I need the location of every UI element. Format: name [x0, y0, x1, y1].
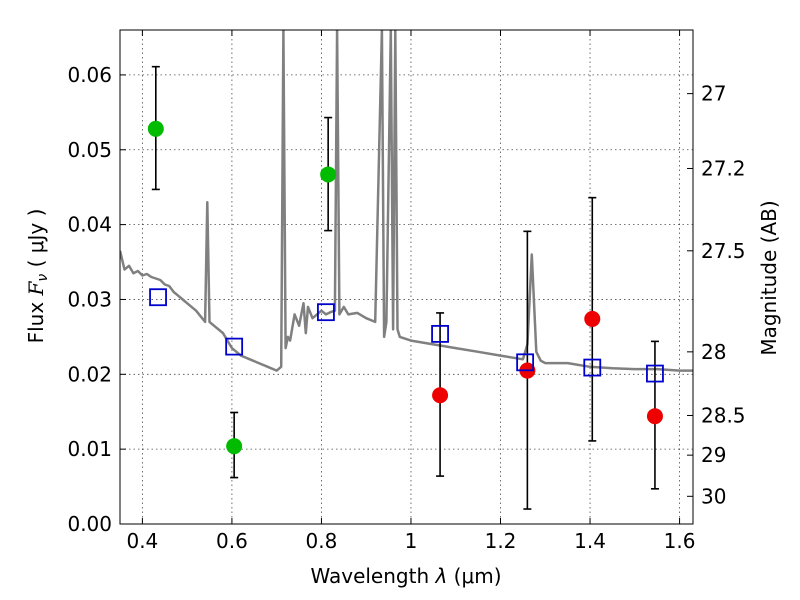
- grid: [120, 30, 693, 525]
- y2-tick-label: 27.5: [701, 239, 746, 263]
- y2-tick-label: 28: [701, 340, 726, 364]
- model-point: [583, 358, 602, 377]
- y2-tick-label: 27.2: [701, 156, 746, 180]
- model-point: [149, 288, 167, 307]
- data-point: [147, 120, 164, 137]
- x-tick-label: 1.2: [485, 529, 517, 553]
- y2-tick-label: 27: [701, 82, 726, 106]
- data-point: [226, 438, 243, 455]
- y-tick-label: 0.00: [67, 512, 112, 536]
- data-point: [646, 408, 663, 425]
- model-point: [646, 364, 664, 383]
- x-axis-label: Wavelength λ (μm): [310, 564, 501, 588]
- x-tick-label: 0.8: [306, 529, 338, 553]
- y2-axis-label: Magnitude (AB): [757, 200, 781, 355]
- x-tick-label: 1: [405, 529, 418, 553]
- x-tick-label: 0.4: [126, 529, 158, 553]
- data-point: [320, 166, 337, 183]
- y-tick-label: 0.06: [67, 63, 112, 87]
- data-point: [584, 310, 601, 327]
- model-point: [431, 324, 449, 343]
- y-tick-label: 0.02: [67, 362, 112, 386]
- model-point: [317, 303, 335, 322]
- model-spectrum-line: [120, 30, 693, 372]
- y2-tick-label: 30: [701, 484, 726, 508]
- plot-frame: [119, 29, 694, 525]
- x-tick-label: 1.6: [664, 529, 696, 553]
- y-axis-label: Flux Fν ( μJy ): [24, 209, 51, 344]
- y-tick-label: 0.01: [67, 437, 112, 461]
- x-tick-label: 0.6: [216, 529, 248, 553]
- y2-tick-label: 29: [701, 443, 726, 467]
- y2-tick-label: 28.5: [701, 403, 746, 427]
- y-tick-label: 0.04: [67, 213, 112, 237]
- y-tick-label: 0.03: [67, 287, 112, 311]
- plot-area: [120, 30, 693, 510]
- model-point: [225, 337, 244, 356]
- x-tick-label: 1.4: [574, 529, 606, 553]
- data-point: [432, 387, 449, 404]
- y-tick-label: 0.05: [67, 138, 112, 162]
- model-point: [516, 353, 535, 372]
- axes: 0.4 0.6 0.8 1 1.2 1.4 1.6 0.00 0.01 0.02 0.03 0.04 0…: [67, 30, 746, 553]
